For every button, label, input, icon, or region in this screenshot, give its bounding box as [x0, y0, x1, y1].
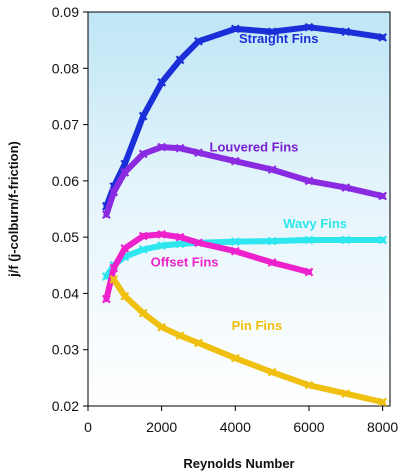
series-label-wavy-fins: Wavy Fins	[283, 216, 347, 231]
series-line-straight-fins	[103, 24, 386, 210]
data-point	[341, 183, 351, 192]
data-point	[157, 142, 167, 152]
series-line-offset-fins	[103, 231, 312, 303]
data-point	[304, 235, 314, 245]
y-tick-label: 0.02	[52, 398, 79, 414]
data-point	[175, 55, 185, 65]
data-point	[267, 258, 277, 267]
data-point	[267, 236, 277, 246]
data-point	[304, 22, 314, 32]
data-point	[378, 235, 388, 245]
x-axis-title: Reynolds Number	[183, 456, 294, 471]
data-point	[378, 397, 388, 407]
data-point	[120, 168, 130, 177]
data-point	[138, 245, 148, 254]
data-point	[138, 111, 148, 121]
plot-area	[87, 11, 391, 407]
y-tick-label: 0.05	[52, 229, 79, 245]
x-tick-label: 6000	[293, 419, 324, 435]
data-point	[304, 380, 314, 390]
series-label-offset-fins: Offset Fins	[151, 254, 219, 269]
data-point	[109, 274, 119, 284]
series-label-pin-fins: Pin Fins	[232, 318, 283, 333]
data-point	[194, 238, 203, 248]
data-point	[267, 27, 277, 37]
data-point	[304, 267, 314, 277]
data-point	[230, 353, 240, 363]
data-point	[120, 291, 130, 301]
x-tick-label: 2000	[146, 419, 177, 435]
data-point	[109, 187, 119, 197]
data-point	[194, 36, 203, 46]
x-tick-label: 0	[84, 419, 92, 435]
series-label-straight-fins: Straight Fins	[239, 31, 318, 46]
data-point	[109, 263, 119, 273]
data-point	[341, 389, 351, 398]
data-point	[194, 148, 203, 158]
y-tick-label: 0.06	[52, 173, 79, 189]
y-tick-label: 0.08	[52, 60, 79, 76]
x-axis: 0 2000 4000 6000 8000	[84, 406, 398, 435]
series-louvered-fins	[102, 142, 388, 220]
data-point	[120, 244, 130, 253]
y-axis: 0.02 0.03 0.04 0.05 0.06 0.07 0.08 0.09	[52, 4, 88, 414]
data-point	[102, 210, 111, 220]
series-label-louvered-fins: Louvered Fins	[210, 140, 299, 155]
data-point	[175, 239, 185, 249]
x-tick-label: 4000	[220, 419, 251, 435]
data-point	[138, 149, 148, 159]
x-tick-label: 8000	[367, 419, 398, 435]
data-point	[304, 176, 314, 186]
data-point	[378, 32, 388, 42]
series-layer	[102, 22, 388, 407]
series-offset-fins	[102, 229, 314, 304]
data-point	[267, 165, 277, 174]
data-point	[378, 191, 388, 201]
data-point	[341, 235, 351, 245]
data-point	[157, 77, 167, 87]
data-point	[175, 331, 185, 341]
data-point	[138, 231, 148, 241]
series-pin-fins	[109, 274, 388, 407]
data-point	[175, 232, 185, 242]
data-point	[341, 27, 351, 37]
y-tick-label: 0.03	[52, 342, 79, 358]
y-tick-label: 0.07	[52, 117, 79, 133]
data-point	[194, 338, 203, 348]
data-point	[267, 367, 277, 377]
data-point	[175, 143, 185, 153]
data-point	[157, 229, 167, 239]
data-point	[157, 241, 167, 250]
series-labels: Straight Fins Louvered Fins Wavy Fins Offse…	[151, 31, 347, 333]
data-point	[157, 322, 167, 332]
data-point	[230, 156, 240, 166]
y-tick-label: 0.09	[52, 4, 79, 20]
y-tick-label: 0.04	[52, 285, 79, 301]
data-point	[138, 308, 148, 318]
y-axis-title: j/f (j-colburn/f-friction)	[6, 141, 21, 278]
data-point	[102, 294, 111, 304]
data-point	[230, 237, 240, 247]
data-point	[230, 24, 240, 34]
data-point	[230, 246, 240, 256]
